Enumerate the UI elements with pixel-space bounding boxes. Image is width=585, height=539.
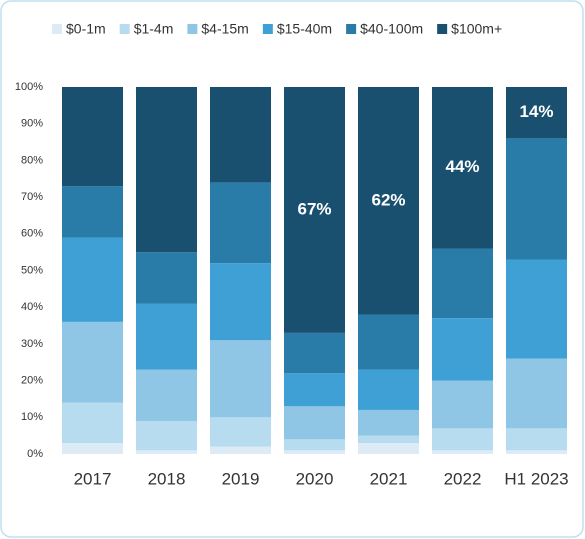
bar-segment (358, 369, 419, 410)
x-tick-label: 2022 (444, 469, 482, 488)
bar-segment (136, 420, 197, 451)
bar-segment (506, 358, 567, 429)
legend-label: $1-4m (134, 21, 174, 37)
bar-segment (62, 442, 123, 454)
x-tick-label: 2017 (74, 469, 112, 488)
bar-segment (136, 252, 197, 304)
y-tick-label: 40% (21, 301, 43, 313)
x-tick-label: H1 2023 (504, 469, 568, 488)
legend-swatch (119, 24, 130, 34)
bar-segment (432, 450, 493, 454)
bar-segment (506, 138, 567, 260)
bar-segment (210, 417, 271, 447)
bar-segment (284, 450, 345, 454)
bar-segment (358, 87, 419, 315)
y-tick-label: 60% (21, 228, 43, 240)
bar-segment (210, 87, 271, 183)
x-tick-label: 2021 (370, 469, 408, 488)
bar-segment (284, 439, 345, 451)
x-tick-label: 2018 (148, 469, 186, 488)
y-tick-label: 90% (21, 118, 43, 130)
bar-segment (506, 87, 567, 139)
bar-segment (358, 442, 419, 454)
bar-segment (136, 303, 197, 370)
legend-swatch (437, 24, 448, 34)
legend-swatch (262, 24, 273, 34)
y-tick-label: 50% (21, 264, 43, 276)
bar-segment (210, 263, 271, 341)
bar-segment (284, 373, 345, 407)
bar-segment (432, 87, 493, 249)
bar-segment (62, 321, 123, 403)
bar-segment (358, 314, 419, 370)
data-label: 67% (297, 199, 331, 218)
bar-segment (62, 402, 123, 443)
bar-segment (136, 87, 197, 253)
data-label: 62% (371, 190, 405, 209)
legend-label: $40-100m (360, 21, 423, 37)
y-tick-label: 10% (21, 411, 43, 423)
legend-label: $15-40m (277, 21, 332, 37)
data-label: 44% (445, 157, 479, 176)
bar-segment (62, 237, 123, 322)
bar-segment (432, 248, 493, 319)
legend-swatch (52, 24, 62, 34)
y-tick-label: 20% (21, 375, 43, 387)
bar-segment (284, 87, 345, 333)
y-tick-label: 70% (21, 191, 43, 203)
legend-label: $0-1m (66, 21, 106, 37)
legend-label: $100m+ (451, 21, 502, 37)
bar-segment (432, 380, 493, 429)
y-tick-label: 80% (21, 154, 43, 166)
x-tick-label: 2019 (222, 469, 260, 488)
legend-swatch (346, 24, 357, 34)
legend-swatch (187, 24, 198, 34)
bar-segment (62, 186, 123, 238)
data-label: 14% (519, 102, 553, 121)
bar-segment (210, 182, 271, 264)
y-tick-label: 100% (15, 81, 43, 93)
legend-label: $4-15m (201, 21, 248, 37)
y-tick-label: 30% (21, 338, 43, 350)
bar-segment (506, 428, 567, 451)
bar-segment (136, 450, 197, 454)
bar-segment (506, 259, 567, 359)
bar-segment (432, 318, 493, 381)
bar-segment (506, 450, 567, 454)
bar-segment (432, 428, 493, 451)
bar-segment (210, 446, 271, 454)
bar-segment (358, 435, 419, 443)
bar-segment (136, 369, 197, 421)
x-tick-label: 2020 (296, 469, 334, 488)
bar-segment (210, 340, 271, 418)
bar-segment (284, 332, 345, 374)
bar-segment (284, 406, 345, 440)
bar-segment (358, 409, 419, 436)
bar-segment (62, 87, 123, 187)
y-tick-label: 0% (27, 448, 43, 460)
